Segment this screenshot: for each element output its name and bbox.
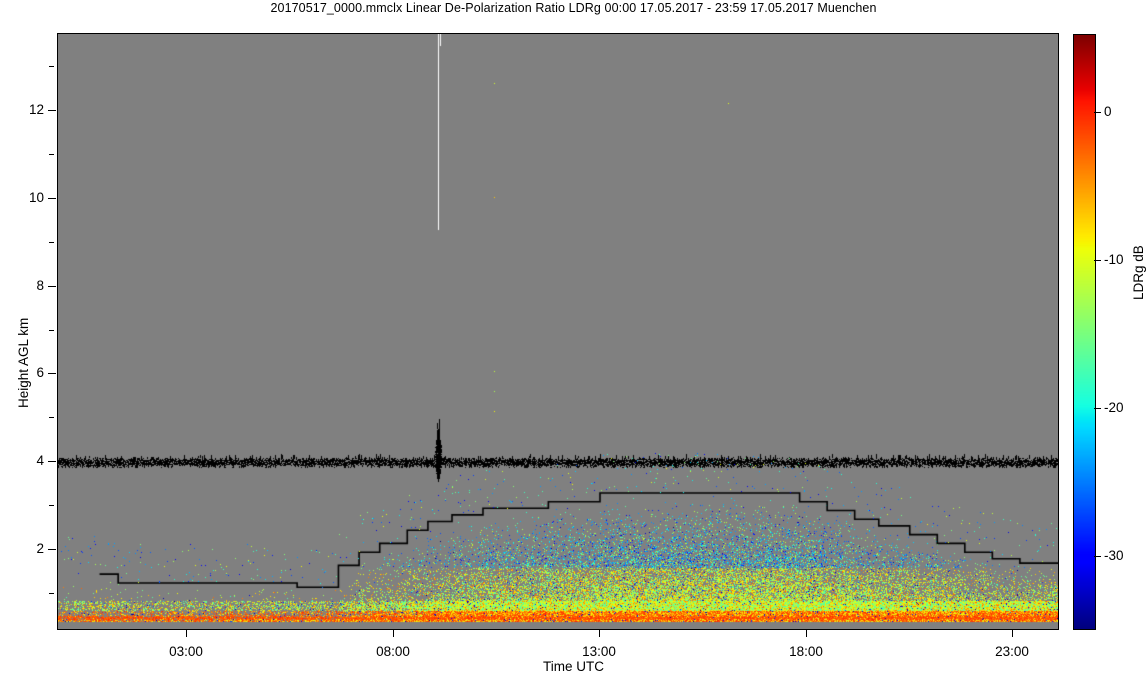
plot-axes	[57, 33, 1059, 630]
y-tick-8	[48, 286, 56, 287]
y-label-12: 12	[28, 102, 44, 117]
y-tick-2	[48, 549, 56, 550]
colorbar	[1073, 34, 1096, 630]
colorbar-tick-m20	[1094, 408, 1101, 409]
x-label-0800: 08:00	[376, 644, 410, 659]
figure-title: 20170517_0000.mmclx Linear De-Polarizati…	[270, 1, 877, 15]
colorbar-tick-m10	[1094, 260, 1101, 261]
y-tick-10	[48, 198, 56, 199]
x-label-1800: 18:00	[789, 644, 823, 659]
colorbar-label-m20: -20	[1104, 400, 1124, 415]
x-tick-1800	[806, 629, 807, 637]
y-tick-minor-9	[49, 242, 54, 243]
colorbar-title: LDRg dB	[1131, 245, 1146, 300]
y-tick-minor-11	[49, 154, 54, 155]
y-tick-6	[48, 373, 56, 374]
y-label-8: 8	[36, 278, 44, 293]
colorbar-label-0: 0	[1104, 104, 1112, 119]
x-tick-2300	[1012, 629, 1013, 637]
colorbar-tick-m30	[1094, 556, 1101, 557]
x-tick-1300	[599, 629, 600, 637]
x-label-2300: 23:00	[995, 644, 1029, 659]
colorbar-gradient	[1074, 35, 1095, 629]
y-label-6: 6	[36, 365, 44, 380]
x-tick-0800	[393, 629, 394, 637]
y-tick-minor-1	[49, 593, 54, 594]
y-axis-title: Height AGL km	[16, 317, 31, 408]
y-tick-4	[48, 461, 56, 462]
colorbar-label-m10: -10	[1104, 252, 1124, 267]
x-label-0300: 03:00	[169, 644, 203, 659]
y-tick-minor-13	[49, 66, 54, 67]
y-tick-minor-7	[49, 330, 54, 331]
y-tick-minor-3	[49, 505, 54, 506]
x-axis-title: Time UTC	[543, 659, 604, 674]
y-label-4: 4	[36, 453, 44, 468]
x-label-1300: 13:00	[582, 644, 616, 659]
x-tick-0300	[186, 629, 187, 637]
colorbar-tick-0	[1094, 112, 1101, 113]
y-tick-12	[48, 110, 56, 111]
y-tick-minor-5	[49, 417, 54, 418]
ldr-heatmap-canvas	[58, 34, 1058, 629]
y-label-2: 2	[36, 541, 44, 556]
y-label-10: 10	[28, 190, 44, 205]
colorbar-label-m30: -30	[1104, 548, 1124, 563]
